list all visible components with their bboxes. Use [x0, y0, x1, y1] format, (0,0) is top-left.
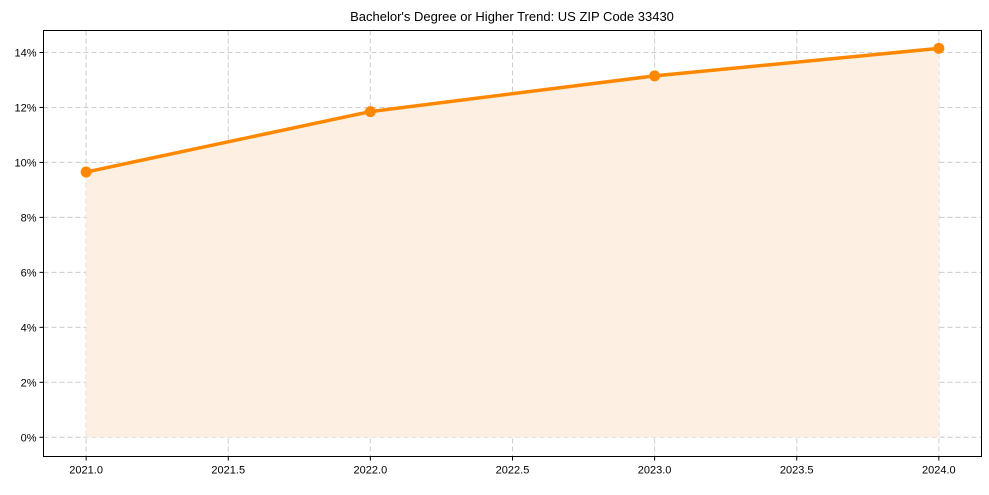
- x-tick-label: 2021.5: [211, 465, 245, 477]
- y-tick-label: 12%: [14, 102, 36, 114]
- x-tick-label: 2021.0: [69, 465, 103, 477]
- y-tick-label: 2%: [21, 377, 37, 389]
- y-tick-label: 8%: [21, 212, 37, 224]
- x-tick-label: 2023.0: [638, 465, 672, 477]
- data-point: [649, 70, 661, 82]
- data-point: [80, 166, 92, 178]
- y-tick-label: 4%: [21, 322, 37, 334]
- y-tick-label: 6%: [21, 267, 37, 279]
- data-point: [933, 42, 945, 54]
- chart-title: Bachelor's Degree or Higher Trend: US ZI…: [350, 9, 674, 24]
- area-fill: [86, 48, 939, 438]
- x-tick-label: 2022.0: [354, 465, 388, 477]
- x-tick-label: 2023.5: [780, 465, 814, 477]
- x-tick-label: 2022.5: [496, 465, 530, 477]
- y-tick-label: 10%: [14, 157, 36, 169]
- data-point: [364, 106, 376, 118]
- y-tick-label: 14%: [14, 47, 36, 59]
- x-tick-label: 2024.0: [922, 465, 956, 477]
- series-line: [85, 46, 940, 174]
- y-tick-label: 0%: [21, 432, 37, 444]
